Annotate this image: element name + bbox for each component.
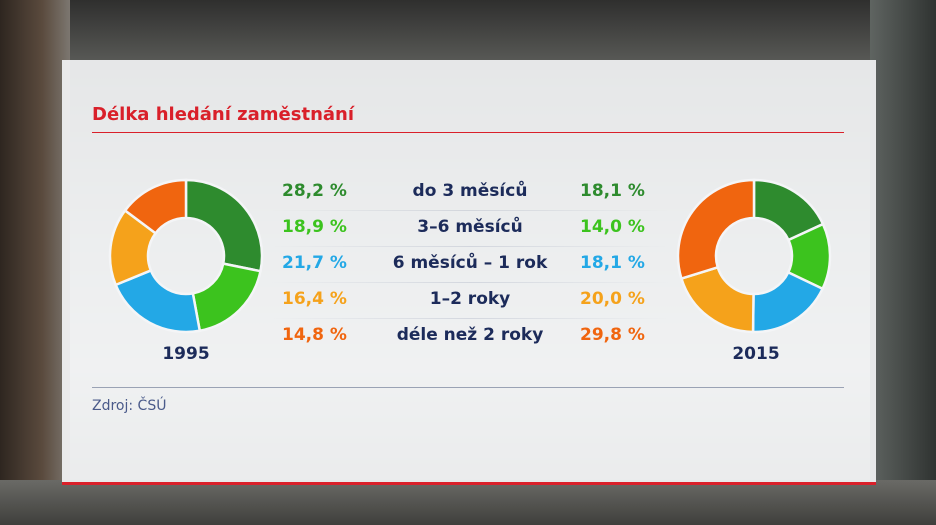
value-2015: 20,0 %	[580, 289, 645, 309]
title-divider	[92, 132, 844, 133]
background-right-door	[870, 0, 936, 525]
table-row: 28,2 % do 3 měsíců 18,1 %	[270, 175, 670, 211]
category-label: do 3 měsíců	[412, 181, 528, 201]
category-label: déle než 2 roky	[396, 325, 544, 345]
chart-title: Délka hledání zaměstnání	[92, 104, 355, 125]
category-label: 6 měsíců – 1 rok	[392, 253, 548, 273]
category-label: 1–2 roky	[429, 289, 511, 309]
donut-slice-1995-5	[123, 178, 188, 236]
table-row: 14,8 % déle než 2 roky 29,8 %	[270, 319, 670, 355]
background-floor	[0, 480, 936, 525]
year-label-1995: 1995	[162, 344, 210, 364]
year-label-2015: 2015	[732, 344, 780, 364]
donut-slice-1995-2	[191, 262, 262, 333]
infographic-panel: Délka hledání zaměstnání 1995 28,2 % do …	[62, 60, 876, 485]
background-ceiling	[0, 0, 936, 60]
source-note: Zdroj: ČSÚ	[92, 398, 167, 414]
table-row: 21,7 % 6 měsíců – 1 rok 18,1 %	[270, 247, 670, 283]
value-2015: 14,0 %	[580, 217, 645, 237]
donut-slice-2015-5	[676, 178, 756, 281]
value-1995: 18,9 %	[282, 217, 347, 237]
table-row: 18,9 % 3–6 měsíců 14,0 %	[270, 211, 670, 247]
value-1995: 16,4 %	[282, 289, 347, 309]
source-divider	[92, 387, 844, 388]
value-2015: 18,1 %	[580, 181, 645, 201]
donut-slice-2015-4	[679, 265, 755, 334]
value-2015: 18,1 %	[580, 253, 645, 273]
panel-bottom-accent	[62, 482, 876, 485]
data-table: 28,2 % do 3 měsíců 18,1 % 18,9 % 3–6 měs…	[270, 175, 670, 355]
donut-chart-1995	[108, 178, 264, 334]
category-label: 3–6 měsíců	[417, 217, 523, 237]
donut-slice-1995-1	[184, 178, 264, 273]
background-left-wall	[0, 0, 70, 525]
value-1995: 28,2 %	[282, 181, 347, 201]
table-row: 16,4 % 1–2 roky 20,0 %	[270, 283, 670, 319]
value-2015: 29,8 %	[580, 325, 645, 345]
donut-chart-2015	[676, 178, 832, 334]
value-1995: 14,8 %	[282, 325, 347, 345]
value-1995: 21,7 %	[282, 253, 347, 273]
